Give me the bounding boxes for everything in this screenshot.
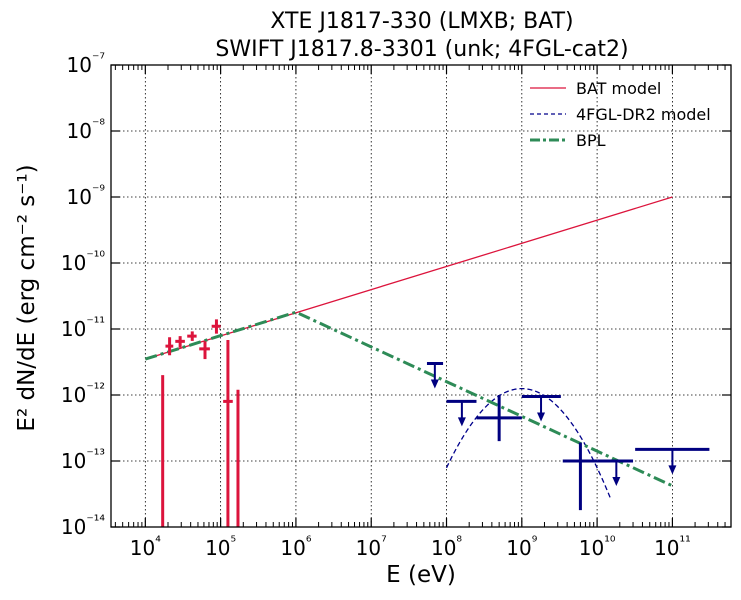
x-tick-label: 10⁸ xyxy=(431,534,462,560)
y-tick-label: 10⁻¹⁴ xyxy=(61,513,105,539)
x-tick-label: 10⁶ xyxy=(280,534,311,560)
axes xyxy=(110,64,732,528)
x-tick-label: 10¹⁰ xyxy=(579,534,616,560)
y-tick-label: 10⁻¹³ xyxy=(61,447,105,473)
upper-limit-arrow xyxy=(612,477,621,486)
upper-limit-arrow xyxy=(537,412,546,422)
tick-labels: 10⁴ 10⁵ 10⁶ 10⁷ 10⁸ 10⁹ 10¹⁰ 10¹¹ 10⁻¹⁴ 10⁻¹³ 10⁻¹… xyxy=(61,51,691,560)
x-axis-label: E (eV) xyxy=(386,562,456,588)
x-tick-label: 10⁹ xyxy=(506,534,537,560)
series-layer xyxy=(144,196,710,527)
series-line-4fgl-dr2-model xyxy=(445,387,611,499)
y-tick-label: 10⁻⁷ xyxy=(67,51,105,77)
y-tick-label: 10⁻¹¹ xyxy=(61,315,105,341)
x-tick-label: 10⁴ xyxy=(130,534,161,560)
legend: BAT model 4FGL-DR2 model BPL xyxy=(530,79,711,150)
legend-label: BAT model xyxy=(576,79,661,98)
chart-title-line-2: SWIFT J1817.8-3301 (unk; 4FGL-cat2) xyxy=(215,37,628,62)
legend-label: BPL xyxy=(576,131,606,150)
upper-limit-arrow xyxy=(430,379,439,389)
upper-limit-arrow xyxy=(668,465,677,475)
series-line-bpl xyxy=(144,310,674,488)
y-axis-label: E² dN/dE (erg cm⁻² s⁻¹) xyxy=(14,164,40,431)
upper-limit-arrow xyxy=(457,417,466,427)
legend-label: 4FGL-DR2 model xyxy=(576,105,711,124)
x-tick-label: 10¹¹ xyxy=(654,534,691,560)
chart-title-line-1: XTE J1817-330 (LMXB; BAT) xyxy=(270,9,573,34)
x-tick-label: 10⁵ xyxy=(205,534,236,560)
y-tick-label: 10⁻⁹ xyxy=(67,183,106,209)
plot-frame xyxy=(110,64,732,528)
grid xyxy=(111,64,731,528)
series-line-bat-model xyxy=(145,196,673,360)
y-tick-label: 10⁻¹² xyxy=(61,381,105,407)
y-tick-label: 10⁻⁸ xyxy=(67,117,106,143)
x-tick-label: 10⁷ xyxy=(356,534,387,560)
y-tick-label: 10⁻¹⁰ xyxy=(61,249,105,275)
